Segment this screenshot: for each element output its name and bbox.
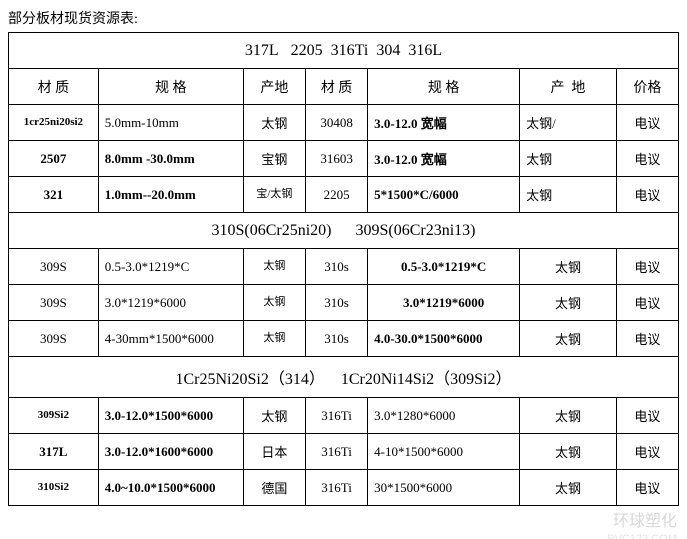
cell-mat2: 30408 (305, 105, 367, 141)
cell-spec2: 3.0*1219*6000 (368, 285, 520, 321)
table-row: 310Si2 4.0~10.0*1500*6000 德国 316Ti 30*15… (9, 470, 679, 506)
cell-origin: 太钢 (243, 398, 305, 434)
cell-price: 电议 (616, 177, 678, 213)
cell-price: 电议 (616, 398, 678, 434)
cell-origin: 宝钢 (243, 141, 305, 177)
cell-price: 电议 (616, 285, 678, 321)
cell-origin: 德国 (243, 470, 305, 506)
cell-origin: 日本 (243, 434, 305, 470)
col-material: 材 质 (9, 69, 99, 105)
cell-mat: 309Si2 (9, 398, 99, 434)
resource-table: 317L 2205 316Ti 304 316L 材 质 规 格 产地 材 质 … (8, 32, 679, 506)
col-spec-2: 规 格 (368, 69, 520, 105)
watermark-logo: 环球塑化 (613, 507, 677, 531)
cell-origin2: 太钢 (520, 398, 617, 434)
table-row: 309Si2 3.0-12.0*1500*6000 太钢 316Ti 3.0*1… (9, 398, 679, 434)
col-price: 价格 (616, 69, 678, 105)
cell-spec2: 4-10*1500*6000 (368, 434, 520, 470)
table-row: 321 1.0mm--20.0mm 宝/太钢 2205 5*1500*C/600… (9, 177, 679, 213)
cell-mat2: 316Ti (305, 398, 367, 434)
cell-origin2: 太钢 (520, 141, 617, 177)
table-row: 1cr25ni20si2 5.0mm-10mm 太钢 30408 3.0-12.… (9, 105, 679, 141)
cell-origin2: 太钢 (520, 249, 617, 285)
cell-spec: 1.0mm--20.0mm (98, 177, 243, 213)
cell-spec2: 30*1500*6000 (368, 470, 520, 506)
cell-spec2: 3.0-12.0 宽幅 (368, 141, 520, 177)
cell-mat2: 316Ti (305, 434, 367, 470)
cell-mat: 309S (9, 321, 99, 357)
cell-mat2: 310s (305, 285, 367, 321)
cell-mat2: 310s (305, 249, 367, 285)
cell-mat: 309S (9, 249, 99, 285)
cell-origin2: 太钢 (520, 177, 617, 213)
cell-origin: 宝/太钢 (243, 177, 305, 213)
cell-spec2: 3.0*1280*6000 (368, 398, 520, 434)
cell-spec2: 4.0-30.0*1500*6000 (368, 321, 520, 357)
col-origin-2: 产 地 (520, 69, 617, 105)
table-row: 2507 8.0mm -30.0mm 宝钢 31603 3.0-12.0 宽幅 … (9, 141, 679, 177)
cell-origin: 太钢 (243, 105, 305, 141)
cell-origin2: 太钢/ (520, 105, 617, 141)
cell-price: 电议 (616, 321, 678, 357)
cell-spec2: 3.0-12.0 宽幅 (368, 105, 520, 141)
cell-price: 电议 (616, 249, 678, 285)
cell-spec2: 0.5-3.0*1219*C (368, 249, 520, 285)
cell-spec: 8.0mm -30.0mm (98, 141, 243, 177)
cell-origin: 太钢 (243, 321, 305, 357)
cell-spec: 3.0*1219*6000 (98, 285, 243, 321)
cell-origin2: 太钢 (520, 285, 617, 321)
cell-spec: 4.0~10.0*1500*6000 (98, 470, 243, 506)
cell-mat: 310Si2 (9, 470, 99, 506)
cell-price: 电议 (616, 141, 678, 177)
cell-mat2: 316Ti (305, 470, 367, 506)
table-row: 309S 3.0*1219*6000 太钢 310s 3.0*1219*6000… (9, 285, 679, 321)
table-row: 309S 4-30mm*1500*6000 太钢 310s 4.0-30.0*1… (9, 321, 679, 357)
section-2-header: 310S(06Cr25ni20) 309S(06Cr23ni13) (9, 213, 679, 249)
col-spec: 规 格 (98, 69, 243, 105)
cell-origin2: 太钢 (520, 434, 617, 470)
cell-spec: 0.5-3.0*1219*C (98, 249, 243, 285)
cell-origin2: 太钢 (520, 321, 617, 357)
table-row: 317L 3.0-12.0*1600*6000 日本 316Ti 4-10*15… (9, 434, 679, 470)
section-3-header: 1Cr25Ni20Si2（314） 1Cr20Ni14Si2（309Si2） (9, 357, 679, 398)
cell-mat: 321 (9, 177, 99, 213)
col-material-2: 材 质 (305, 69, 367, 105)
cell-mat2: 2205 (305, 177, 367, 213)
cell-spec: 4-30mm*1500*6000 (98, 321, 243, 357)
cell-spec: 5.0mm-10mm (98, 105, 243, 141)
cell-price: 电议 (616, 434, 678, 470)
col-origin: 产地 (243, 69, 305, 105)
cell-origin: 太钢 (243, 285, 305, 321)
watermark-url: PVC123.COM (607, 533, 677, 539)
cell-mat: 309S (9, 285, 99, 321)
cell-spec: 3.0-12.0*1500*6000 (98, 398, 243, 434)
page-title: 部分板材现货资源表: (8, 8, 679, 28)
cell-origin: 太钢 (243, 249, 305, 285)
cell-origin2: 太钢 (520, 470, 617, 506)
cell-price: 电议 (616, 105, 678, 141)
cell-spec2: 5*1500*C/6000 (368, 177, 520, 213)
cell-mat: 1cr25ni20si2 (9, 105, 99, 141)
table-row: 309S 0.5-3.0*1219*C 太钢 310s 0.5-3.0*1219… (9, 249, 679, 285)
cell-mat: 2507 (9, 141, 99, 177)
cell-mat: 317L (9, 434, 99, 470)
cell-mat2: 310s (305, 321, 367, 357)
cell-spec: 3.0-12.0*1600*6000 (98, 434, 243, 470)
section-1-header: 317L 2205 316Ti 304 316L (9, 33, 679, 69)
cell-price: 电议 (616, 470, 678, 506)
cell-mat2: 31603 (305, 141, 367, 177)
